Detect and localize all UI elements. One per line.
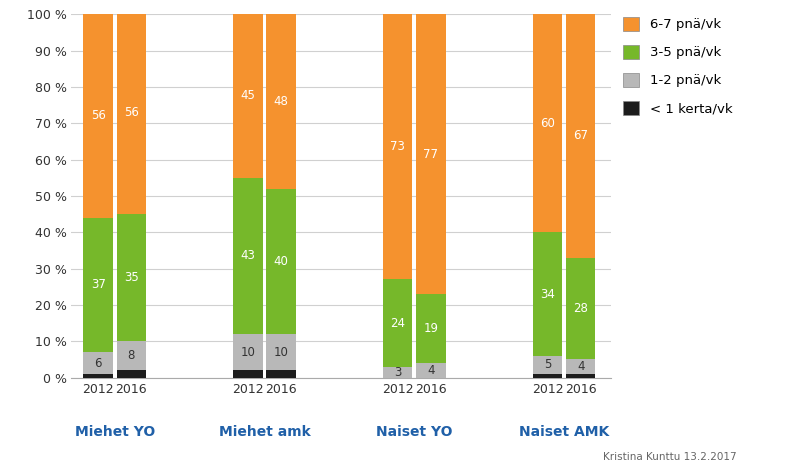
Text: 77: 77 [423, 148, 438, 160]
Legend: 6-7 pnä/vk, 3-5 pnä/vk, 1-2 pnä/vk, < 1 kerta/vk: 6-7 pnä/vk, 3-5 pnä/vk, 1-2 pnä/vk, < 1 … [623, 17, 732, 116]
Text: 28: 28 [573, 302, 588, 315]
Bar [117, 341, 146, 371]
Text: 10: 10 [274, 346, 288, 359]
Text: 73: 73 [391, 140, 405, 153]
Bar [533, 356, 562, 374]
Bar [233, 14, 263, 178]
Bar [533, 14, 562, 232]
Text: 35: 35 [124, 271, 139, 284]
Bar [83, 218, 113, 352]
Text: 19: 19 [423, 322, 438, 335]
Bar [233, 371, 263, 378]
Bar [566, 14, 596, 258]
Text: 10: 10 [241, 346, 256, 359]
Bar [83, 352, 113, 374]
Bar [233, 334, 263, 371]
Text: 67: 67 [573, 129, 588, 143]
Bar [233, 178, 263, 334]
Text: 37: 37 [91, 278, 106, 291]
Text: 3: 3 [394, 366, 402, 379]
Bar [117, 10, 146, 214]
Bar [383, 367, 412, 378]
Text: 34: 34 [540, 287, 555, 301]
Bar [267, 14, 296, 189]
Bar [267, 371, 296, 378]
Bar [83, 14, 113, 218]
Bar [416, 14, 445, 294]
Text: 60: 60 [540, 117, 555, 130]
Bar [267, 189, 296, 334]
Text: Naiset YO: Naiset YO [376, 425, 453, 439]
Bar [383, 14, 412, 279]
Bar [566, 258, 596, 360]
Text: 48: 48 [274, 95, 288, 108]
Bar [117, 371, 146, 378]
Bar [566, 374, 596, 378]
Bar [117, 214, 146, 341]
Bar [566, 360, 596, 374]
Text: 8: 8 [128, 349, 135, 362]
Bar [383, 279, 412, 367]
Text: Kristina Kunttu 13.2.2017: Kristina Kunttu 13.2.2017 [603, 452, 737, 462]
Text: 4: 4 [577, 360, 584, 373]
Bar [267, 334, 296, 371]
Text: Naiset AMK: Naiset AMK [519, 425, 609, 439]
Text: 40: 40 [274, 255, 288, 268]
Bar [533, 374, 562, 378]
Bar [416, 294, 445, 363]
Bar [83, 374, 113, 378]
Bar [416, 363, 445, 378]
Text: Miehet amk: Miehet amk [218, 425, 310, 439]
Text: 5: 5 [544, 358, 551, 371]
Text: 45: 45 [241, 89, 256, 102]
Bar [533, 232, 562, 356]
Text: 43: 43 [241, 249, 256, 262]
Text: 6: 6 [94, 356, 102, 370]
Text: Miehet YO: Miehet YO [75, 425, 155, 439]
Text: 56: 56 [91, 110, 106, 122]
Text: 56: 56 [124, 106, 139, 119]
Text: 4: 4 [427, 364, 434, 377]
Text: 24: 24 [390, 317, 405, 329]
